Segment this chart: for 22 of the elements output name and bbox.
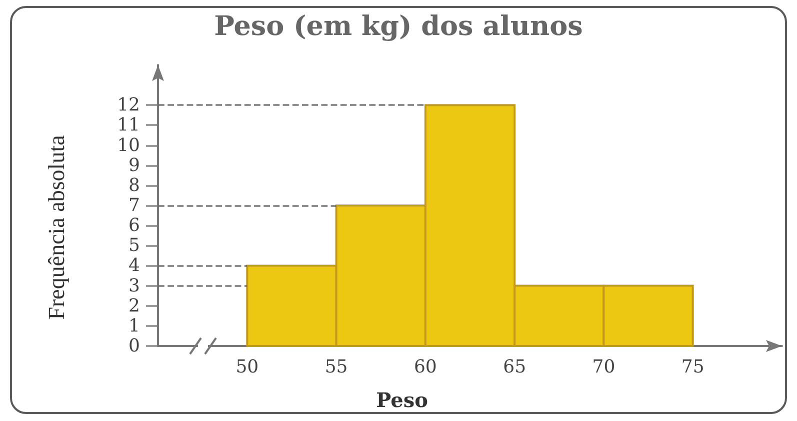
y-tick-label: 8 [128,174,140,196]
x-tick-label: 70 [592,356,616,378]
x-axis-title: Peso [376,388,428,412]
y-tick-label: 3 [128,275,140,296]
y-tick-label: 7 [128,195,140,216]
y-tick-label: 4 [128,255,140,276]
y-tick-label: 10 [117,134,140,156]
y-tick-label: 0 [128,336,140,356]
y-tick-label: 2 [128,295,140,316]
y-tick-label: 6 [128,215,140,236]
x-tick-label: 75 [681,356,704,378]
y-axis-title: Frequência absoluta [44,135,69,320]
x-tick-label: 50 [236,356,259,378]
y-tick-label: 5 [128,235,140,256]
y-tick-label: 1 [128,315,140,336]
x-tick-label: 60 [414,356,437,378]
y-tick-label: 12 [117,94,140,116]
y-tick-label: 9 [128,154,140,176]
x-tick-label: 55 [324,356,348,378]
chart-title: Peso (em kg) dos alunos [214,11,583,42]
x-tick-label: 65 [503,356,526,378]
y-tick-label: 11 [117,114,140,136]
